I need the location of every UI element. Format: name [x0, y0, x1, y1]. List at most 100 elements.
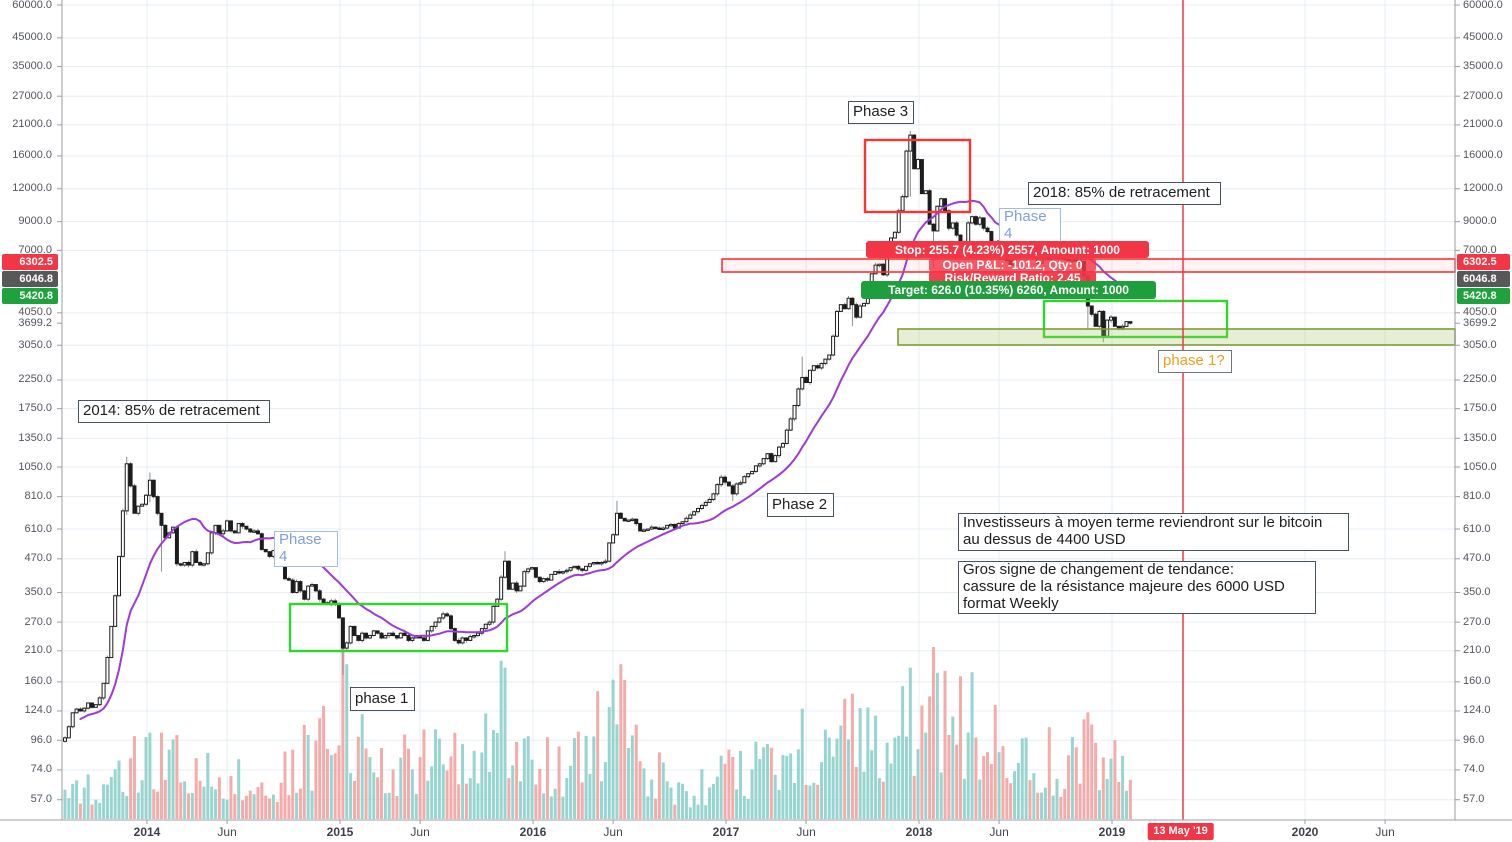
volume-bar — [908, 667, 912, 819]
volume-bar — [854, 766, 858, 819]
volume-bar — [461, 744, 465, 819]
stop-label[interactable]: Stop: 255.7 (4.23%) 2557, Amount: 1000 — [866, 241, 1149, 258]
candle-body — [236, 523, 241, 534]
x-axis-label-jun[interactable]: Jun — [217, 825, 237, 839]
volume-bar — [1101, 757, 1105, 819]
volume-bar — [588, 774, 592, 819]
y-axis-label: 27000.0 — [12, 89, 52, 102]
x-axis-label-2018[interactable]: 2018 — [905, 825, 933, 839]
candle-body — [576, 565, 581, 570]
volume-bar — [190, 793, 194, 819]
phase1-range-rect[interactable] — [288, 602, 509, 653]
candle-body — [634, 518, 639, 525]
volume-bar — [576, 731, 580, 819]
y-axis-label: 270.0 — [24, 615, 52, 628]
phase-1-label[interactable]: phase 1 — [350, 687, 415, 711]
target-label[interactable]: Target: 626.0 (10.35%) 6260, Amount: 100… — [861, 281, 1156, 299]
candle-body — [649, 526, 654, 530]
candle-body — [514, 582, 519, 592]
x-axis-label-2017[interactable]: 2017 — [712, 825, 740, 839]
volume-bar — [986, 752, 990, 819]
volume-bar — [325, 748, 329, 819]
y-axis-label: 2250.0 — [1463, 373, 1497, 386]
phase-2-label[interactable]: Phase 2 — [767, 493, 834, 517]
candle-body — [881, 263, 886, 276]
volume-bar — [704, 805, 708, 819]
candle-body — [78, 708, 83, 712]
volume-bar — [557, 746, 561, 819]
phase3-top-rect[interactable] — [863, 138, 972, 214]
candle-body — [506, 560, 511, 590]
candle-body — [86, 702, 91, 709]
volume-bar — [121, 791, 125, 819]
phase-4-left-label[interactable]: Phase 4 — [274, 531, 338, 567]
volume-bar — [928, 696, 932, 819]
volume-bar — [117, 760, 121, 819]
price-badge-6302.5: 6302.5 — [2, 254, 58, 271]
candle-body — [433, 621, 438, 627]
volume-bar — [63, 789, 67, 819]
volume-bar — [113, 769, 117, 819]
volume-bar — [1051, 795, 1055, 819]
candle-body — [939, 198, 944, 207]
volume-bar — [1082, 719, 1086, 819]
volume-bar — [634, 724, 638, 819]
candle-body — [225, 520, 230, 532]
candle-body — [178, 563, 183, 566]
volume-bar — [831, 756, 835, 819]
x-axis-label-jun[interactable]: Jun — [1375, 825, 1395, 839]
volume-bar — [800, 708, 804, 819]
volume-bar — [1070, 737, 1074, 819]
candle-body — [719, 476, 724, 486]
note-breakout[interactable]: Gros signe de changement de tendance: ca… — [958, 561, 1316, 614]
volume-bar — [673, 804, 677, 819]
candle-body — [406, 635, 411, 641]
y-axis-label: 1750.0 — [1463, 402, 1497, 415]
phase-1-question-label[interactable]: phase 1? — [1158, 350, 1232, 373]
x-axis-label-jun[interactable]: Jun — [989, 825, 1009, 839]
volume-bar — [627, 748, 631, 819]
candle-body — [630, 518, 635, 522]
candle-body — [873, 264, 878, 275]
note-investors[interactable]: Investisseurs à moyen terme reviendront … — [958, 513, 1349, 551]
x-axis-label-jun[interactable]: Jun — [410, 825, 430, 839]
x-axis-label-2019[interactable]: 2019 — [1098, 825, 1126, 839]
label-2014-retracement[interactable]: 2014: 85% de retracement — [78, 400, 270, 423]
volume-bar — [1043, 787, 1047, 819]
volume-bar — [538, 769, 542, 819]
y-axis-label: 74.0 — [30, 763, 52, 776]
x-axis-label-2014[interactable]: 2014 — [133, 825, 161, 839]
candle-body — [804, 376, 809, 384]
phase-4-right-label[interactable]: Phase 4 — [999, 208, 1061, 244]
candle-body — [946, 210, 951, 229]
candle-body — [294, 581, 299, 593]
candle-body — [985, 227, 990, 233]
candle-body — [205, 552, 210, 565]
volume-bar — [997, 752, 1001, 819]
x-axis-label-2016[interactable]: 2016 — [519, 825, 547, 839]
x-axis-label-2020[interactable]: 2020 — [1291, 825, 1319, 839]
x-axis-label-2015[interactable]: 2015 — [326, 825, 354, 839]
candle-body — [533, 567, 538, 578]
volume-bar — [943, 670, 947, 819]
volume-bar — [403, 734, 407, 819]
volume-bar — [472, 750, 476, 819]
x-axis-label-jun[interactable]: Jun — [796, 825, 816, 839]
price-badge-6046.8: 6046.8 — [1457, 271, 1510, 288]
support-rect-right[interactable] — [1042, 299, 1229, 339]
volume-bar — [1094, 742, 1098, 819]
y-axis-label: 7000.0 — [18, 243, 52, 256]
open-pl-label[interactable]: Open P&L: -101.2, Qty: 0 — [929, 258, 1096, 272]
volume-bar — [349, 773, 353, 819]
y-axis-label: 270.0 — [1463, 615, 1491, 628]
date-badge: 13 May '19 — [1147, 823, 1214, 840]
volume-bar — [322, 705, 326, 819]
volume-bar — [279, 782, 283, 819]
phase-3-label[interactable]: Phase 3 — [848, 101, 914, 124]
moving-average-line — [79, 199, 1132, 720]
volume-bar — [603, 762, 607, 819]
x-axis-label-jun[interactable]: Jun — [603, 825, 623, 839]
volume-bar — [823, 729, 827, 819]
label-2018-retracement[interactable]: 2018: 85% de retracement — [1028, 182, 1221, 205]
